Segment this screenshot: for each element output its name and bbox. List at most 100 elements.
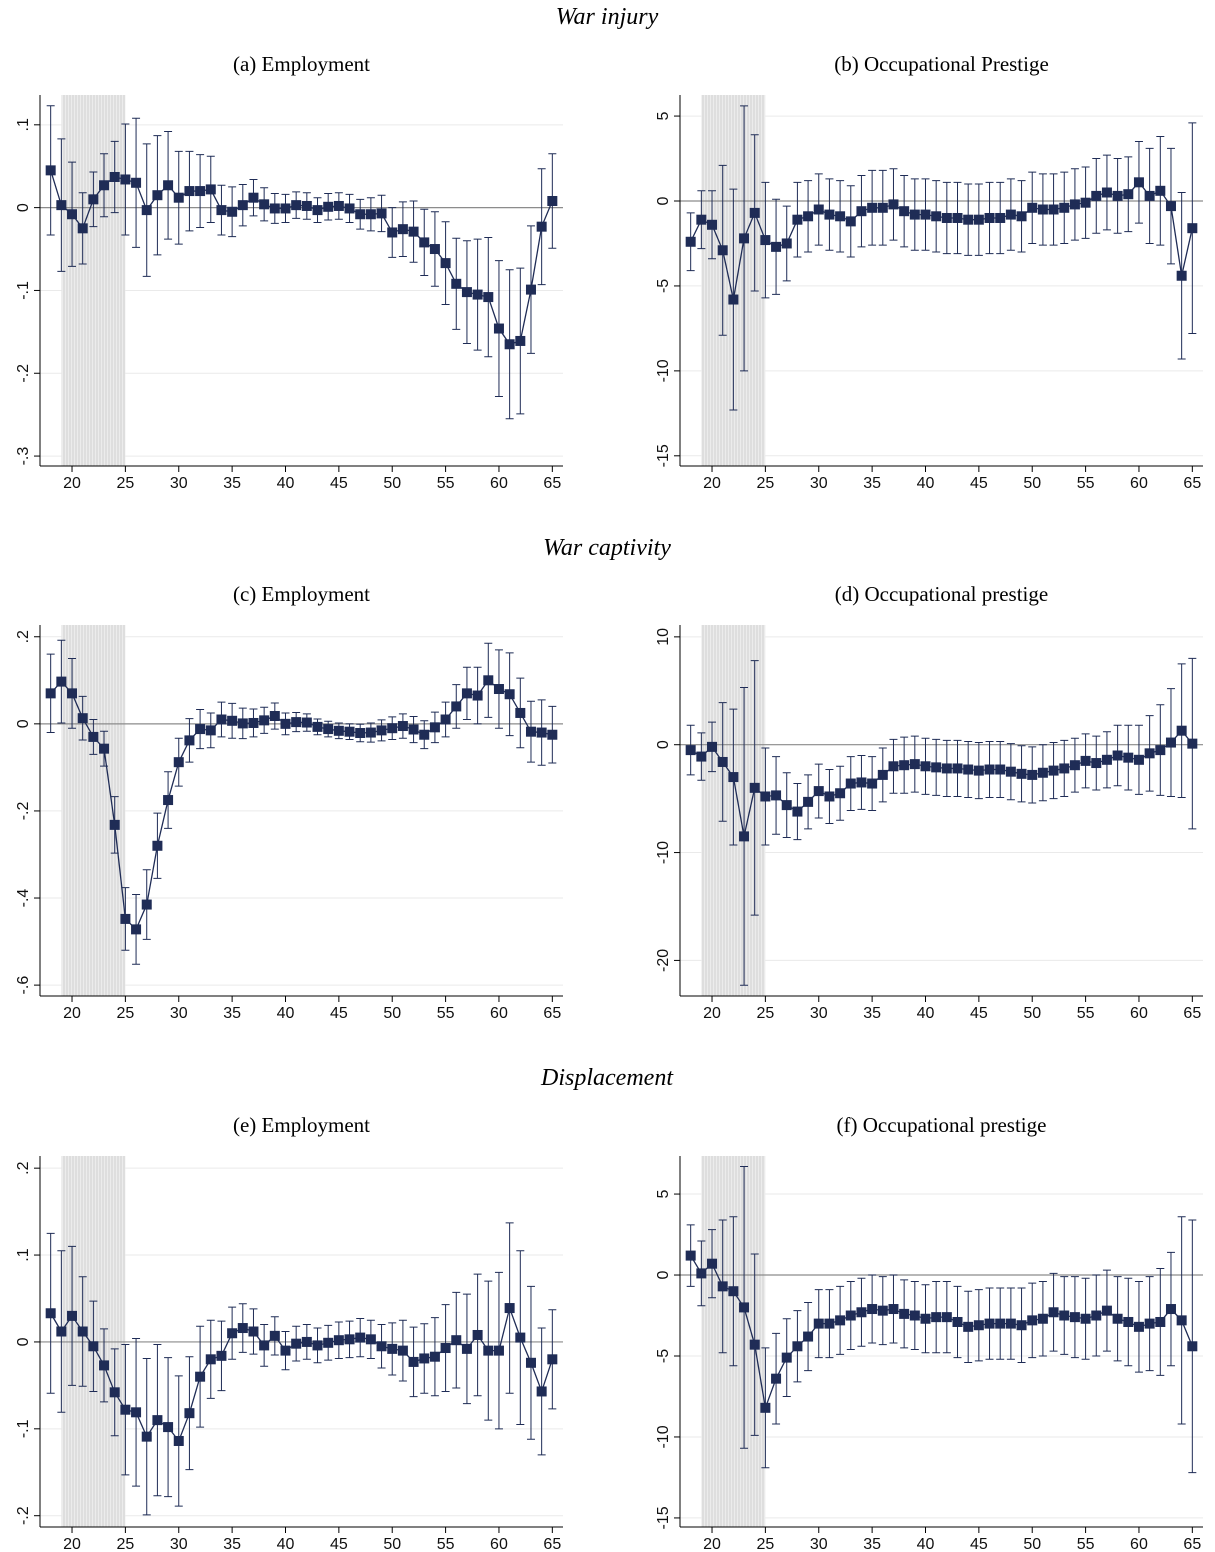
marker: [205, 725, 216, 736]
x-tick-label: 55: [1077, 475, 1095, 492]
marker: [920, 209, 931, 220]
marker: [1112, 750, 1123, 761]
x-tick-label: 30: [170, 1005, 188, 1022]
x-tick-label: 25: [116, 1536, 134, 1552]
marker: [1027, 769, 1038, 780]
marker: [845, 778, 856, 789]
marker: [1048, 1307, 1059, 1318]
marker: [259, 715, 270, 726]
marker: [1059, 202, 1070, 213]
x-tick-label: 55: [437, 1536, 455, 1552]
marker: [269, 1330, 280, 1341]
marker: [995, 212, 1006, 223]
marker: [67, 1310, 78, 1321]
marker: [408, 226, 419, 237]
marker: [963, 764, 974, 775]
marker: [1187, 223, 1198, 234]
x-tick-label: 50: [1023, 475, 1041, 492]
marker: [408, 724, 419, 735]
y-tick-label: .1: [15, 1248, 32, 1261]
marker: [184, 186, 195, 197]
marker: [696, 751, 707, 762]
x-tick-label: 60: [1130, 1536, 1148, 1552]
marker: [547, 729, 558, 740]
marker: [1176, 1315, 1187, 1326]
marker: [803, 796, 814, 807]
shaded-region: [61, 95, 126, 466]
marker: [301, 1336, 312, 1347]
marker: [120, 174, 131, 185]
marker: [973, 765, 984, 776]
marker: [803, 1331, 814, 1342]
marker: [323, 1337, 334, 1348]
marker: [109, 819, 120, 830]
marker: [376, 1341, 387, 1352]
marker: [504, 689, 515, 700]
x-tick-label: 35: [223, 475, 241, 492]
marker: [760, 235, 771, 246]
marker: [56, 676, 67, 687]
section-title: War injury: [556, 4, 659, 30]
line: [50, 679, 553, 931]
marker: [120, 913, 131, 924]
x-tick-label: 65: [1183, 1005, 1201, 1022]
x-tick-label: 45: [970, 1005, 988, 1022]
marker: [333, 200, 344, 211]
marker: [109, 171, 120, 182]
y-tick-label: 10: [655, 628, 672, 646]
marker: [131, 1407, 142, 1418]
marker: [941, 212, 952, 223]
marker: [269, 203, 280, 214]
marker: [355, 209, 366, 220]
marker: [323, 724, 334, 735]
marker: [813, 1318, 824, 1329]
y-tick-label: 5: [655, 1190, 672, 1199]
marker: [728, 1286, 739, 1297]
marker: [77, 713, 88, 724]
marker: [941, 763, 952, 774]
marker: [952, 763, 963, 774]
marker: [952, 1316, 963, 1327]
y-tick-label: .2: [15, 1161, 32, 1174]
marker: [931, 762, 942, 773]
marker: [493, 1345, 504, 1356]
panel: (c) Employment -.6 -.4 -.2 0 .2 20 25 30 35 40 45 50…: [15, 582, 563, 1022]
marker: [205, 184, 216, 195]
marker: [899, 1308, 910, 1319]
marker: [1037, 1313, 1048, 1324]
marker: [1144, 1318, 1155, 1329]
marker: [291, 717, 302, 728]
marker: [920, 761, 931, 772]
x-tick-label: 30: [170, 475, 188, 492]
marker: [525, 726, 536, 737]
marker: [696, 214, 707, 225]
marker: [1155, 1316, 1166, 1327]
marker: [504, 1303, 515, 1314]
x-tick-label: 40: [277, 1005, 295, 1022]
marker: [77, 1326, 88, 1337]
x-tick-label: 30: [170, 1536, 188, 1552]
y-tick-label: -5: [655, 1349, 672, 1363]
marker: [963, 1321, 974, 1332]
marker: [280, 203, 291, 214]
marker: [173, 1435, 184, 1446]
x-tick-label: 20: [63, 1536, 81, 1552]
marker: [291, 1338, 302, 1349]
marker: [963, 214, 974, 225]
marker: [333, 1335, 344, 1346]
marker: [877, 202, 888, 213]
marker: [1016, 768, 1027, 779]
marker: [387, 227, 398, 238]
marker: [1176, 270, 1187, 281]
marker: [365, 1334, 376, 1345]
marker: [707, 219, 718, 230]
x-tick-label: 20: [703, 1536, 721, 1552]
marker: [237, 200, 248, 211]
chart-title: (e) Employment: [233, 1113, 370, 1137]
marker: [1091, 190, 1102, 201]
y-tick-label: 0: [15, 719, 32, 728]
marker: [781, 1352, 792, 1363]
marker: [88, 1341, 99, 1352]
x-tick-label: 35: [223, 1536, 241, 1552]
y-tick-label: .2: [15, 630, 32, 643]
